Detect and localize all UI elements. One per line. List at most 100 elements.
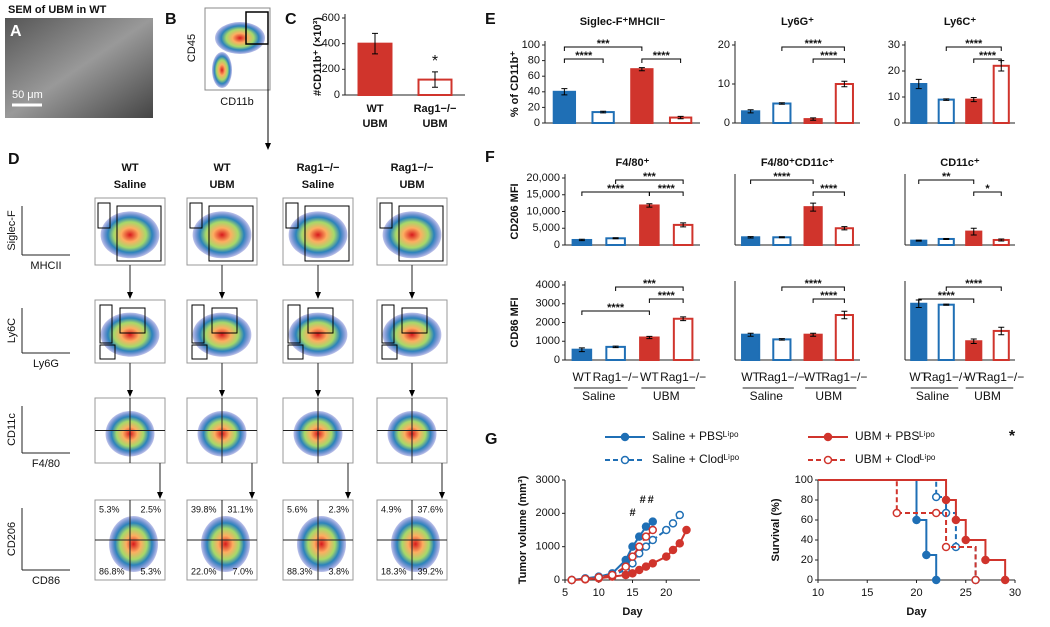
legend-label: UBM + PBSᴸⁱᵖᵒ (855, 429, 935, 443)
flow-density (100, 312, 160, 357)
error-bar (943, 303, 950, 306)
gate (287, 344, 304, 360)
annotation: **** (658, 183, 676, 195)
x-tick-label: WT (909, 370, 928, 384)
error-bar (810, 117, 817, 121)
annotation: * (985, 183, 990, 195)
point (971, 575, 980, 585)
legend-marker (620, 455, 630, 465)
point (594, 573, 603, 582)
flow-density (212, 52, 232, 88)
quadrant-percent: 37.6% (417, 504, 443, 514)
point (641, 542, 651, 551)
chart-title: F4/80⁺CD11c⁺ (761, 157, 835, 169)
error-bar (810, 332, 817, 337)
axis-label: CD86 (32, 575, 60, 587)
y-tick-label: 15,000 (526, 189, 560, 201)
group-label: UBM (974, 389, 1001, 403)
point (941, 542, 951, 552)
x-tick-label: 15 (626, 587, 638, 599)
quadrant-percent: 2.3% (328, 504, 349, 514)
annotation: **** (820, 290, 838, 302)
error-bar (680, 316, 687, 322)
bar (741, 333, 761, 361)
arrow-head (409, 390, 415, 397)
point (675, 510, 684, 520)
bar (992, 64, 1010, 125)
error-bar (680, 222, 687, 228)
y-tick-label: 400 (322, 38, 340, 50)
chart-title: Siglec-F⁺MHCII⁻ (580, 16, 666, 28)
gate (208, 205, 254, 262)
error-bar (646, 335, 653, 340)
point (635, 532, 644, 541)
error-bar (778, 236, 785, 239)
x-tick-label: UBM (422, 118, 447, 130)
bar (803, 333, 823, 361)
flow-density (100, 211, 160, 259)
error-bar (915, 239, 922, 242)
chart-title: F4/80⁺ (616, 157, 650, 169)
chart-title: CD11c⁺ (940, 157, 980, 169)
flow-density (215, 22, 265, 54)
error-bar (998, 238, 1005, 242)
point (648, 559, 657, 568)
axis-label: CD45 (186, 34, 198, 62)
column-header: UBM (209, 179, 234, 191)
significance-bracket (945, 46, 1002, 51)
y-tick-label: 200 (322, 63, 340, 75)
significance-bracket (750, 179, 814, 184)
x-tick-label: UBM (362, 118, 387, 130)
error-bar (646, 203, 653, 208)
group-label: Saline (916, 389, 950, 403)
y-tick-label: 4000 (536, 279, 560, 291)
x-tick-label: WT (741, 370, 760, 384)
point (951, 515, 961, 525)
point (662, 525, 671, 535)
bar (672, 317, 694, 361)
flow-density (288, 211, 348, 259)
significance-bracket (973, 191, 1002, 196)
quadrant-percent: 39.8% (191, 504, 217, 514)
x-tick-label: WT (366, 103, 383, 115)
annotation: * (1009, 428, 1016, 445)
significance-bracket (918, 298, 975, 303)
error-bar (970, 97, 977, 103)
annotation: *** (643, 171, 657, 183)
bar (937, 98, 955, 124)
arrow-head (249, 492, 255, 499)
error-bar (578, 238, 585, 242)
y-tick-label: 0 (554, 574, 560, 586)
point (961, 535, 970, 545)
arrow-head (315, 292, 321, 299)
y-tick-label: 5,000 (532, 222, 560, 234)
panel-letter: E (485, 11, 496, 28)
quadrant-percent: 2.5% (140, 504, 161, 514)
error-bar (612, 345, 619, 349)
legend-label: UBM + Clodᴸⁱᵖᵒ (855, 452, 936, 466)
bar (672, 223, 694, 246)
gate (119, 307, 146, 334)
quadrant-percent: 7.0% (232, 566, 253, 576)
error-bar (778, 102, 785, 105)
significance-bracket (781, 286, 845, 291)
axis-label: CD206 (6, 522, 18, 556)
y-tick-label: 20 (718, 39, 730, 51)
bar (591, 111, 615, 125)
annotation: **** (658, 290, 676, 302)
series-line (818, 479, 977, 580)
arrow-head (127, 390, 133, 397)
annotation: **** (820, 183, 838, 195)
bar (910, 83, 928, 124)
bar (552, 90, 577, 125)
y-tick-label: 40 (528, 86, 540, 98)
bar (803, 206, 823, 247)
x-tick-label: 10 (812, 587, 824, 599)
significance-bracket (648, 298, 684, 303)
gate (99, 304, 113, 344)
gate (285, 202, 299, 229)
column-header: WT (121, 162, 138, 174)
annotation: **** (965, 38, 983, 50)
error-bar (943, 237, 950, 240)
point (931, 508, 941, 518)
